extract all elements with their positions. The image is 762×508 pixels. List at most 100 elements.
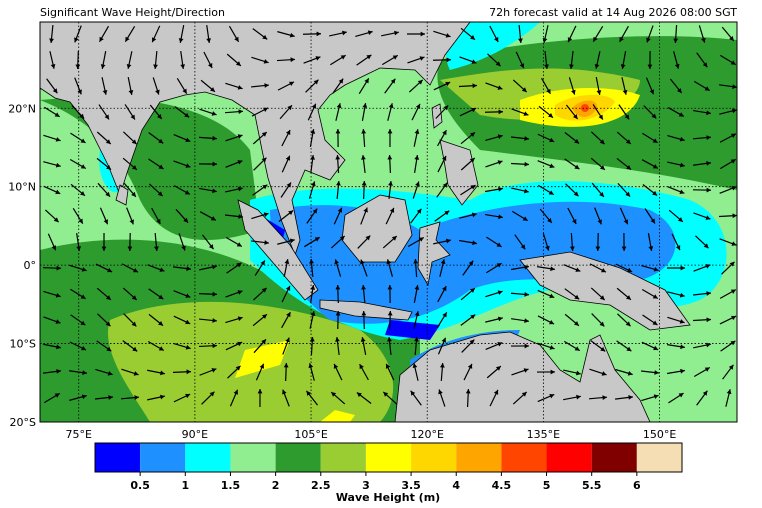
wave-arrow-head <box>133 267 139 273</box>
colorbar-box <box>185 443 231 472</box>
wave-arrow-head <box>627 370 633 376</box>
wave-arrow-head <box>185 293 191 298</box>
lon-tick-label: 135°E <box>527 428 560 441</box>
wave-arrow-head <box>55 293 61 298</box>
wave-arrow-head <box>542 37 548 43</box>
wave-arrow-head <box>365 235 371 241</box>
wave-arrow-head <box>131 139 137 145</box>
wave-arrow-head <box>391 236 397 241</box>
colorbar-tick-label: 1 <box>181 479 189 492</box>
wave-arrow-head <box>264 240 269 245</box>
wave-arrow-head <box>262 314 267 319</box>
wave-arrow-head <box>212 161 217 167</box>
wave-arrow-head <box>652 294 658 299</box>
wave-arrow-head <box>625 321 631 327</box>
wave-arrow-head <box>599 165 605 170</box>
wave-arrow-head <box>524 343 529 349</box>
wave-arrow-head <box>569 64 574 69</box>
lat-tick-label: 20°S <box>10 416 36 429</box>
wave-arrow-head <box>706 110 711 116</box>
wave-arrow-head <box>338 78 344 84</box>
wave-arrow-head <box>314 237 320 242</box>
wave-arrow-head <box>704 367 710 372</box>
wave-arrow-head <box>359 364 364 370</box>
valid-time: 72h forecast valid at 14 Aug 2026 08:00 … <box>489 6 737 19</box>
wave-arrow-head <box>648 246 654 251</box>
wave-arrow-head <box>469 157 475 163</box>
wave-arrow-head <box>731 186 737 191</box>
wave-arrow-head <box>441 155 447 161</box>
wave-arrow-head <box>331 392 337 397</box>
wave-arrow-head <box>550 369 555 375</box>
wave-arrow-head <box>730 289 736 294</box>
wave-arrow-head <box>286 182 291 188</box>
wave-arrow-head <box>185 393 191 399</box>
wave-arrow-head <box>361 311 367 316</box>
wave-arrow-head <box>335 155 341 160</box>
wave-arrow-head <box>418 237 424 242</box>
wave-arrow-head <box>131 165 137 170</box>
wave-arrow-head <box>680 344 685 350</box>
wave-arrow-head <box>414 311 420 317</box>
wave-arrow-head <box>649 89 654 95</box>
wave-arrow-head <box>335 337 340 342</box>
wave-arrow-head <box>569 246 575 251</box>
wave-arrow-head <box>598 114 603 120</box>
colorbar-frame <box>94 442 683 473</box>
wave-arrow-head <box>706 187 711 193</box>
wave-arrow-head <box>74 37 79 43</box>
wave-arrow-head <box>262 34 268 40</box>
wave-arrow-head <box>55 319 61 324</box>
wave-arrow-head <box>440 259 446 265</box>
wave-arrow-head <box>237 160 243 165</box>
wave-arrow-head <box>237 341 243 347</box>
wave-arrow-head <box>547 217 552 223</box>
wave-arrow-head <box>153 64 158 69</box>
wave-arrow-head <box>362 103 368 108</box>
wave-arrow-head <box>706 317 711 323</box>
wave-arrow-head <box>315 56 321 61</box>
wave-arrow-head <box>335 311 341 316</box>
wave-arrow-head <box>130 114 135 120</box>
wave-arrow-head <box>389 207 395 213</box>
colorbar-box <box>591 443 637 472</box>
wave-arrow-head <box>679 189 685 194</box>
wave-arrow-head <box>388 181 393 186</box>
wave-arrow-head <box>105 295 111 300</box>
wave-arrow-head <box>471 212 477 218</box>
colorbar-tick-label: 3.5 <box>401 479 421 492</box>
wave-arrow-head <box>496 242 502 247</box>
wave-arrow-head <box>469 339 475 345</box>
wave-arrow-head <box>524 136 529 141</box>
wave-arrow-head <box>206 38 212 43</box>
lon-tick-label: 150°E <box>643 428 676 441</box>
wave-arrow-head <box>497 316 503 322</box>
wave-arrow-head <box>212 291 217 297</box>
wave-arrow-head <box>385 363 391 369</box>
colorbar-tick-label: 4 <box>452 479 460 492</box>
wave-arrow-head <box>680 265 685 271</box>
wave-arrow-head <box>282 389 287 395</box>
wave-arrow-head <box>82 370 87 376</box>
wave-arrow-head <box>50 63 56 69</box>
wave-arrow-head <box>340 55 346 60</box>
wave-arrow-head <box>706 291 711 296</box>
wave-arrow-head <box>360 337 366 342</box>
wave-arrow-head <box>182 88 187 94</box>
wave-arrow-head <box>443 105 449 111</box>
wave-arrow-head <box>599 295 605 301</box>
wave-arrow-head <box>730 60 736 65</box>
wave-arrow-head <box>361 181 367 186</box>
wave-arrow-head <box>183 217 189 223</box>
wave-arrow-head <box>285 155 291 161</box>
wave-arrow-head <box>625 139 631 144</box>
wave-arrow-head <box>261 132 267 137</box>
wave-arrow-head <box>107 371 113 376</box>
wave-arrow-head <box>730 159 736 164</box>
wave-arrow-head <box>679 162 685 168</box>
wave-arrow-head <box>497 160 503 165</box>
wave-arrow-head <box>654 370 659 375</box>
wave-arrow-head <box>572 114 578 120</box>
wave-arrow-head <box>310 285 316 290</box>
wave-arrow-head <box>652 190 658 196</box>
